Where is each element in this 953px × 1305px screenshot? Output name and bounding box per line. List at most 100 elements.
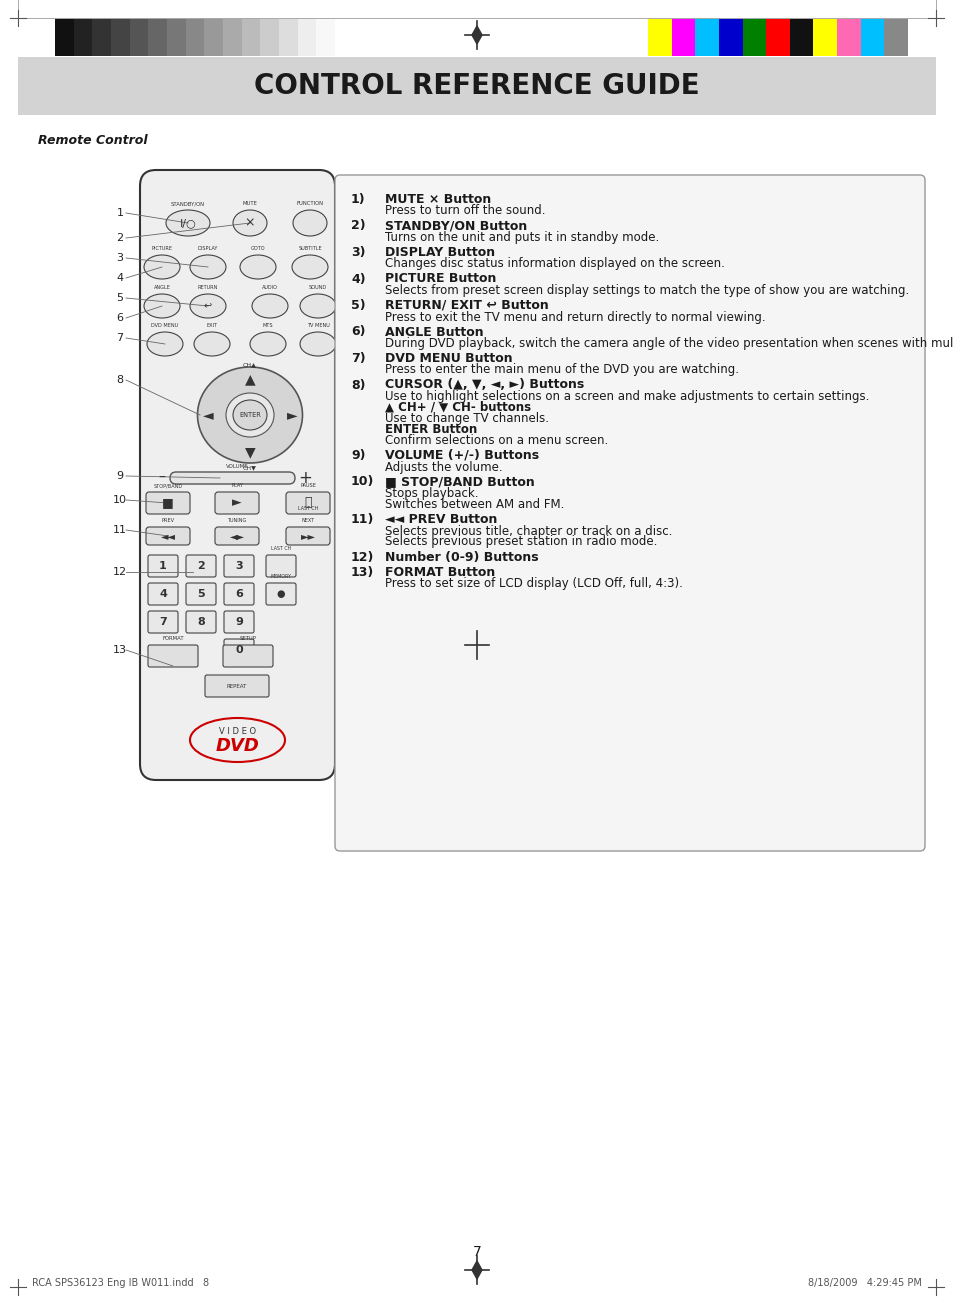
FancyBboxPatch shape bbox=[223, 645, 273, 667]
Bar bbox=[55, 18, 73, 56]
Ellipse shape bbox=[190, 254, 226, 279]
Text: Use to change TV channels.: Use to change TV channels. bbox=[385, 412, 548, 425]
Text: ►: ► bbox=[232, 496, 241, 509]
Text: Remote Control: Remote Control bbox=[38, 133, 148, 146]
Text: 1): 1) bbox=[351, 193, 365, 206]
FancyBboxPatch shape bbox=[224, 611, 253, 633]
Text: Selects previous preset station in radio mode.: Selects previous preset station in radio… bbox=[385, 535, 657, 548]
FancyBboxPatch shape bbox=[266, 583, 295, 606]
Text: 8: 8 bbox=[116, 375, 124, 385]
Text: 9: 9 bbox=[234, 617, 243, 626]
Bar bbox=[73, 18, 92, 56]
Text: 7): 7) bbox=[351, 352, 365, 365]
Bar bbox=[297, 18, 316, 56]
FancyBboxPatch shape bbox=[186, 583, 215, 606]
Bar bbox=[719, 18, 741, 56]
Text: 3: 3 bbox=[235, 561, 243, 572]
Text: 12): 12) bbox=[351, 551, 374, 564]
Ellipse shape bbox=[197, 367, 302, 463]
FancyBboxPatch shape bbox=[148, 611, 178, 633]
Bar bbox=[260, 18, 278, 56]
Text: 9): 9) bbox=[351, 449, 365, 462]
Ellipse shape bbox=[233, 210, 267, 236]
Text: ANGLE Button: ANGLE Button bbox=[385, 325, 483, 338]
Text: RETURN: RETURN bbox=[197, 284, 218, 290]
Text: 11): 11) bbox=[351, 513, 374, 526]
FancyBboxPatch shape bbox=[146, 492, 190, 514]
Text: 1: 1 bbox=[159, 561, 167, 572]
Text: 7: 7 bbox=[472, 1245, 481, 1259]
Text: ▲ CH+ / ▼ CH- buttons: ▲ CH+ / ▼ CH- buttons bbox=[385, 401, 531, 414]
FancyBboxPatch shape bbox=[148, 583, 178, 606]
Text: 4: 4 bbox=[159, 589, 167, 599]
Bar bbox=[765, 18, 789, 56]
Text: CONTROL REFERENCE GUIDE: CONTROL REFERENCE GUIDE bbox=[253, 72, 700, 100]
Bar bbox=[148, 18, 167, 56]
Text: 13): 13) bbox=[351, 566, 374, 579]
Bar bbox=[695, 18, 719, 56]
Text: ⏸: ⏸ bbox=[304, 496, 312, 509]
Text: ↩: ↩ bbox=[204, 301, 212, 311]
Bar bbox=[223, 18, 241, 56]
Bar bbox=[883, 18, 907, 56]
FancyBboxPatch shape bbox=[286, 492, 330, 514]
Text: VOLUME (+/-) Buttons: VOLUME (+/-) Buttons bbox=[385, 449, 538, 462]
FancyBboxPatch shape bbox=[335, 175, 924, 851]
Ellipse shape bbox=[144, 254, 180, 279]
Ellipse shape bbox=[166, 210, 210, 236]
Bar bbox=[130, 18, 148, 56]
Text: DVD MENU: DVD MENU bbox=[152, 324, 178, 328]
Ellipse shape bbox=[144, 294, 180, 318]
Text: +: + bbox=[297, 468, 312, 487]
Ellipse shape bbox=[233, 401, 267, 431]
Bar bbox=[789, 18, 813, 56]
Bar bbox=[18, 57, 935, 115]
Text: TUNING: TUNING bbox=[227, 518, 247, 523]
Text: Stops playback.: Stops playback. bbox=[385, 487, 478, 500]
Text: MTS: MTS bbox=[262, 324, 273, 328]
Text: SETUP: SETUP bbox=[239, 636, 256, 641]
Text: PLAY: PLAY bbox=[231, 483, 243, 488]
FancyBboxPatch shape bbox=[224, 555, 253, 577]
Text: 12: 12 bbox=[112, 566, 127, 577]
Text: –: – bbox=[158, 471, 165, 485]
Text: TV MENU: TV MENU bbox=[306, 324, 329, 328]
Ellipse shape bbox=[226, 393, 274, 437]
Text: Switches between AM and FM.: Switches between AM and FM. bbox=[385, 499, 564, 512]
Text: 0: 0 bbox=[235, 645, 243, 655]
Text: ◄◄ PREV Button: ◄◄ PREV Button bbox=[385, 513, 497, 526]
Text: ⨯: ⨯ bbox=[245, 217, 255, 230]
FancyBboxPatch shape bbox=[205, 675, 269, 697]
Text: CURSOR (▲, ▼, ◄, ►) Buttons: CURSOR (▲, ▼, ◄, ►) Buttons bbox=[385, 378, 583, 392]
Text: STOP/BAND: STOP/BAND bbox=[153, 483, 182, 488]
Text: ENTER: ENTER bbox=[239, 412, 261, 418]
Bar bbox=[167, 18, 186, 56]
Text: MUTE: MUTE bbox=[242, 201, 257, 206]
Text: RETURN/ EXIT ↩ Button: RETURN/ EXIT ↩ Button bbox=[385, 299, 548, 312]
Text: RCA SPS36123 Eng IB W011.indd   8: RCA SPS36123 Eng IB W011.indd 8 bbox=[32, 1278, 209, 1288]
Text: ■: ■ bbox=[162, 496, 173, 509]
Text: Turns on the unit and puts it in standby mode.: Turns on the unit and puts it in standby… bbox=[385, 231, 659, 244]
Text: FORMAT Button: FORMAT Button bbox=[385, 566, 495, 579]
Text: 8): 8) bbox=[351, 378, 365, 392]
Polygon shape bbox=[472, 1261, 481, 1279]
Text: CH▲: CH▲ bbox=[243, 361, 256, 367]
Text: Adjusts the volume.: Adjusts the volume. bbox=[385, 461, 502, 474]
Text: DISPLAY: DISPLAY bbox=[197, 247, 218, 251]
Bar bbox=[671, 18, 695, 56]
Ellipse shape bbox=[193, 331, 230, 356]
Ellipse shape bbox=[252, 294, 288, 318]
Text: SOUND: SOUND bbox=[309, 284, 327, 290]
Text: LAST CH: LAST CH bbox=[271, 545, 291, 551]
Ellipse shape bbox=[250, 331, 286, 356]
Text: Press to exit the TV menu and return directly to normal viewing.: Press to exit the TV menu and return dir… bbox=[385, 311, 765, 324]
Text: 10): 10) bbox=[351, 475, 374, 488]
Text: Press to turn off the sound.: Press to turn off the sound. bbox=[385, 205, 545, 218]
Text: PICTURE Button: PICTURE Button bbox=[385, 273, 496, 286]
Bar bbox=[111, 18, 130, 56]
Text: ►►: ►► bbox=[300, 531, 315, 542]
Text: 3): 3) bbox=[351, 247, 365, 258]
Text: MEMORY: MEMORY bbox=[271, 574, 291, 579]
FancyBboxPatch shape bbox=[214, 492, 258, 514]
Text: ANGLE: ANGLE bbox=[153, 284, 171, 290]
